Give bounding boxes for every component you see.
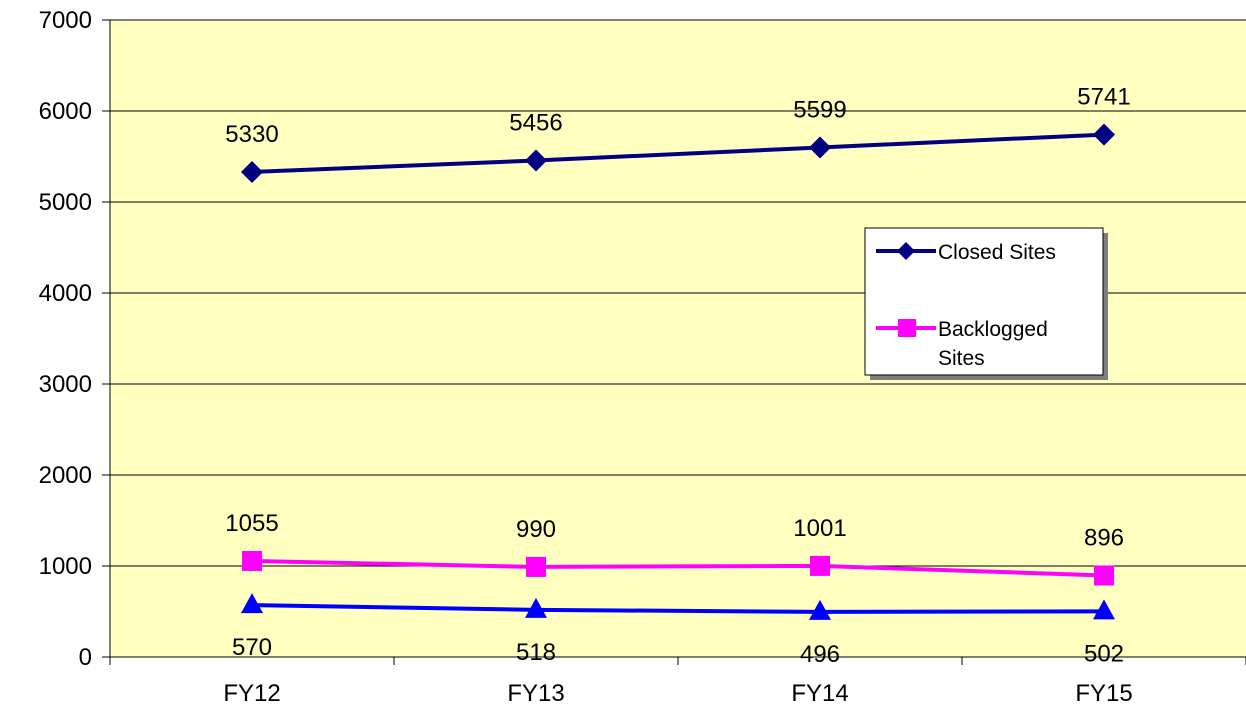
x-tick-label: FY15 <box>1075 680 1132 707</box>
x-tick-label: FY12 <box>223 680 280 707</box>
series-line <box>251 558 1105 578</box>
gridlines <box>110 19 1246 567</box>
diamond-marker <box>1093 123 1115 146</box>
y-tick-labels: 0 1000 2000 3000 4000 5000 6000 7000 <box>39 7 92 671</box>
legend-backlogged-label-line1: Backlogged <box>938 318 1048 341</box>
data-label: 1001 <box>793 515 846 542</box>
series-0: 5330 5456 5599 5741 <box>225 84 1131 183</box>
series-2: 570 518 496 502 <box>232 593 1124 668</box>
square-marker <box>1094 565 1114 586</box>
x-tick-label: FY14 <box>791 680 848 707</box>
data-label: 990 <box>516 516 556 543</box>
y-tick-label: 3000 <box>39 371 92 398</box>
triangle-marker <box>241 593 263 614</box>
triangle-marker <box>525 597 547 618</box>
y-tick-label: 0 <box>79 644 92 671</box>
legend-backlogged-square-icon <box>898 319 916 337</box>
square-marker <box>526 556 546 577</box>
data-label: 570 <box>232 634 272 661</box>
diamond-marker <box>525 149 547 172</box>
triangle-marker <box>809 599 831 620</box>
data-label: 518 <box>516 639 556 666</box>
data-label: 1055 <box>225 510 278 537</box>
data-label: 5741 <box>1077 84 1130 111</box>
square-marker <box>242 550 262 571</box>
triangle-marker <box>1093 599 1115 620</box>
legend: Closed Sites Backlogged Sites <box>864 227 1108 380</box>
y-tick-label: 6000 <box>39 98 92 125</box>
square-marker <box>810 555 830 576</box>
data-label: 896 <box>1084 524 1124 551</box>
data-label: 5330 <box>225 121 278 148</box>
series-1: 1055 990 1001 896 <box>225 510 1124 586</box>
x-tick-labels: FY12 FY13 FY14 FY15 <box>223 680 1132 707</box>
series-line <box>251 603 1105 614</box>
y-tick-label: 7000 <box>39 7 92 34</box>
data-label: 502 <box>1084 640 1124 667</box>
x-tick-label: FY13 <box>507 680 564 707</box>
y-tick-label: 5000 <box>39 189 92 216</box>
diamond-marker <box>809 136 831 159</box>
diamond-marker <box>241 160 263 183</box>
legend-backlogged-label-line2: Sites <box>938 347 985 370</box>
data-label: 5456 <box>509 110 562 137</box>
legend-closed-diamond-icon <box>897 242 915 260</box>
legend-closed-label: Closed Sites <box>938 241 1056 264</box>
data-label: 496 <box>800 641 840 668</box>
axes <box>102 19 1246 665</box>
y-tick-label: 2000 <box>39 462 92 489</box>
y-tick-label: 1000 <box>39 553 92 580</box>
series-line <box>251 132 1105 174</box>
data-label: 5599 <box>793 96 846 123</box>
y-tick-label: 4000 <box>39 280 92 307</box>
